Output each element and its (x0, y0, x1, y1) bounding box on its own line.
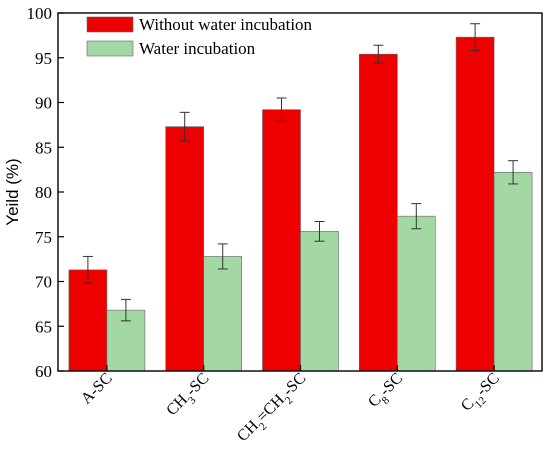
bar-water-3 (396, 215, 436, 372)
legend: Without water incubation Water incubation (86, 15, 313, 58)
bar-without-water-2 (262, 109, 301, 372)
bar-water-4 (493, 172, 533, 372)
y-tick-label: 65 (35, 317, 52, 336)
legend-label: Without water incubation (139, 15, 313, 34)
category-label-part: CH (234, 417, 262, 445)
legend-swatch (86, 16, 134, 33)
x-axis: A-SC CH3-SC CH2=CH2-SC C8-SC C12-SC (78, 365, 506, 449)
category-label-part: A-SC (78, 370, 116, 408)
category-label-part: -SC (280, 370, 310, 400)
error-bars-layer (82, 23, 519, 322)
legend-label: Water incubation (139, 39, 256, 58)
y-tick-label: 100 (27, 4, 53, 23)
y-tick-label: 75 (35, 228, 52, 247)
y-tick-label: 85 (35, 138, 52, 157)
x-category-label: C8-SC (365, 370, 410, 415)
y-axis: 60 65 70 75 80 85 90 95 100 (27, 4, 64, 381)
bar-water-1 (203, 256, 242, 372)
y-tick-label: 70 (35, 273, 52, 292)
x-category-label: CH3-SC (163, 370, 216, 423)
y-tick-label: 60 (35, 362, 52, 381)
bar-without-water-3 (358, 53, 398, 372)
y-tick-label: 95 (35, 49, 52, 68)
category-label-part: =CH (254, 391, 288, 425)
category-label-part: -SC (183, 370, 213, 400)
bar-without-water-1 (165, 126, 204, 372)
y-axis-label: Yeild (%) (3, 158, 22, 225)
bar-without-water-0 (68, 269, 108, 372)
x-category-label: A-SC (78, 370, 116, 408)
x-category-label: CH2=CH2-SC (234, 370, 313, 449)
legend-swatch (86, 40, 134, 57)
bars-layer (68, 36, 533, 372)
category-label-part: -SC (376, 370, 406, 400)
y-tick-label: 80 (35, 183, 52, 202)
x-category-label: C12-SC (458, 370, 506, 418)
bar-without-water-4 (455, 36, 495, 372)
y-tick-label: 90 (35, 94, 52, 113)
bar-water-2 (300, 231, 339, 372)
category-label-part: CH (163, 391, 191, 419)
category-label-part: -SC (473, 370, 503, 400)
